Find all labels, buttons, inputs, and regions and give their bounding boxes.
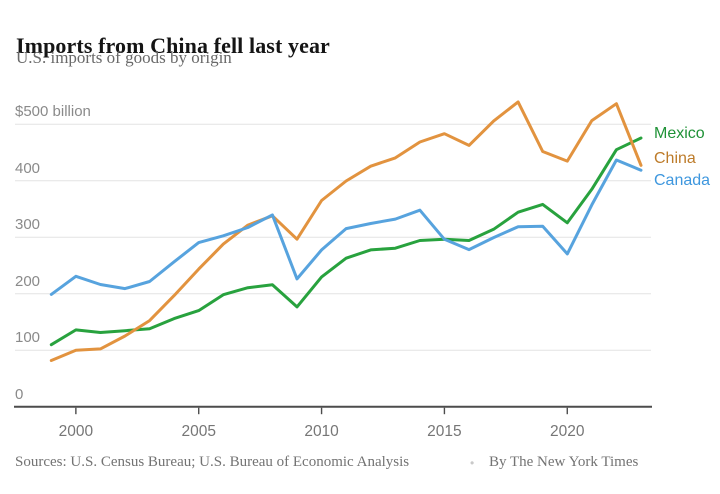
legend-label-mexico: Mexico	[654, 125, 705, 142]
separator-dot-icon: •	[470, 456, 475, 470]
x-axis-label-2010: 2010	[304, 423, 339, 440]
source-row: Sources: U.S. Census Bureau; U.S. Bureau…	[0, 454, 720, 474]
legend-label-china: China	[654, 150, 696, 167]
sources-text: Sources: U.S. Census Bureau; U.S. Bureau…	[15, 454, 410, 470]
byline-text: By The New York Times	[489, 454, 639, 470]
y-axis-label-400: 400	[15, 159, 41, 177]
x-axis-label-2020: 2020	[550, 423, 585, 440]
y-axis-label-200: 200	[15, 272, 41, 290]
y-axis-label-100: 100	[15, 329, 41, 347]
x-axis-label-2015: 2015	[427, 423, 462, 440]
y-axis-label-0: 0	[15, 385, 24, 403]
x-axis-label-2000: 2000	[58, 423, 94, 440]
series-line-mexico	[49, 136, 643, 347]
chart-subtitle: U.S. imports of goods by origin	[16, 48, 232, 67]
legend-label-canada: Canada	[654, 172, 711, 189]
series-line-canada	[49, 158, 643, 296]
chart-title: Imports from China fell last year	[16, 32, 330, 58]
y-axis-label-500: $500 billion	[15, 103, 91, 121]
x-axis-label-2005: 2005	[181, 423, 216, 440]
series-line-china	[49, 100, 643, 362]
y-axis-label-300: 300	[15, 216, 41, 234]
